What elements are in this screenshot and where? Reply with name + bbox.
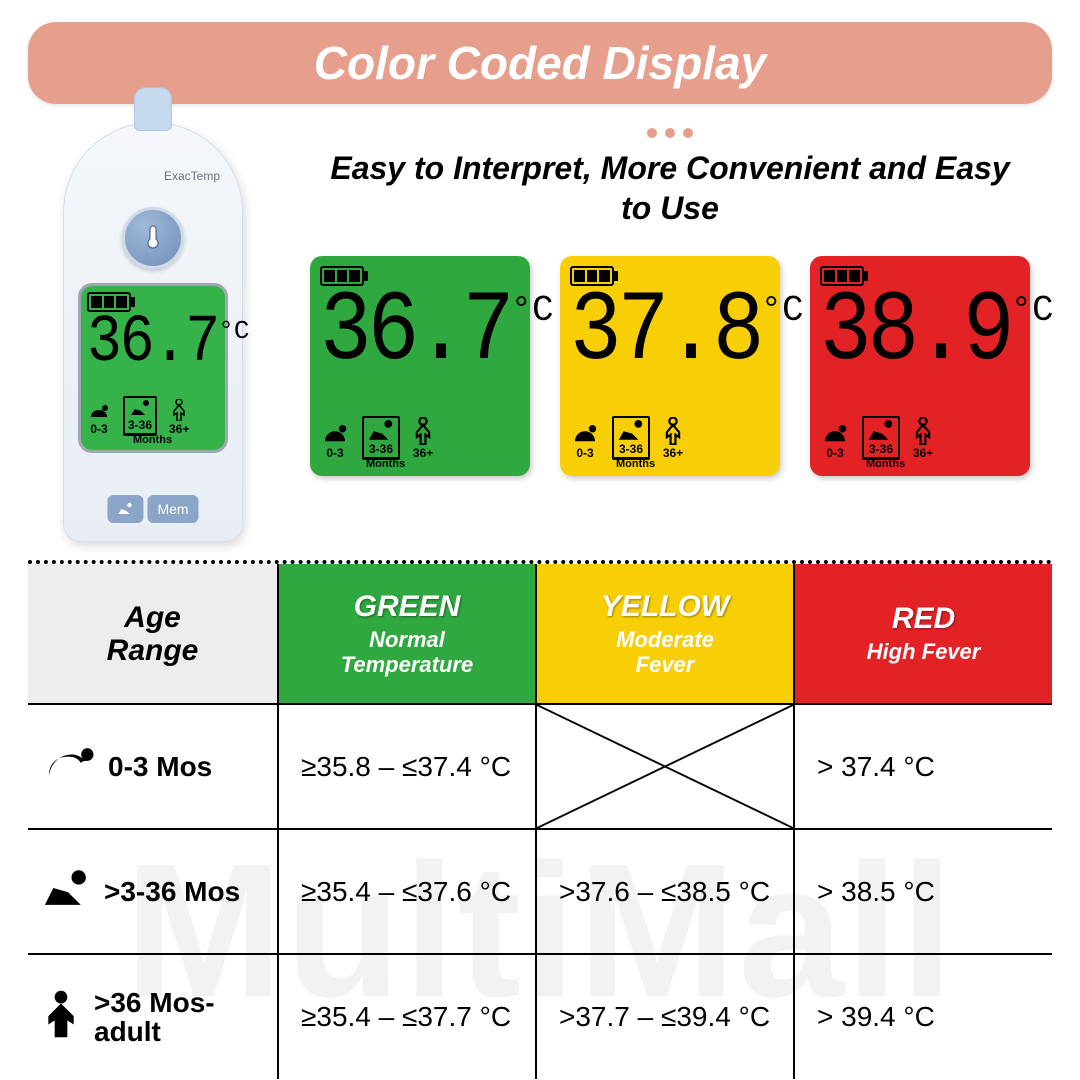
display-tile-2: 38.9°C0-33-3636+Months [810,256,1030,476]
cell-red: > 37.4 °C [795,705,1052,828]
color-tiles-row: 36.7°C0-33-3636+Months37.8°C0-33-3636+Mo… [310,256,1030,476]
cell-red: > 39.4 °C [795,955,1052,1079]
person-icon [170,399,188,421]
th-age-range: AgeRange [28,564,278,704]
tile-months-label: Months [866,458,1020,470]
not-applicable-cross [537,705,793,828]
tile-months-label: Months [366,458,520,470]
tile-age-icons: 0-33-3636+ [320,416,520,460]
display-tile-1: 37.8°C0-33-3636+Months [560,256,780,476]
cell-green: ≥35.4 – ≤37.6 °C [279,830,535,953]
temperature-table: AgeRange GREEN NormalTemperature YELLOW … [28,564,1052,1079]
cell-red: > 38.5 °C [795,830,1052,953]
cell-age: >36 Mos-adult [28,988,277,1047]
baby-icon [42,746,94,787]
tile-months-label: Months [616,458,770,470]
decorative-dots [647,128,693,138]
hero-section: ExacTemp 36.7 °C 0-3 3-36 36+ [28,122,1052,542]
mem-button: Mem [147,495,198,523]
baby-icon [87,405,111,421]
subtitle: Easy to Interpret, More Convenient and E… [330,148,1010,228]
crawl-icon [42,869,90,914]
cell-green: ≥35.8 – ≤37.4 °C [279,705,535,828]
display-tile-0: 36.7°C0-33-3636+Months [310,256,530,476]
title-pill: Color Coded Display [28,22,1052,104]
power-button-icon [122,207,184,269]
thermometer-brand: ExacTemp [164,169,220,183]
thermo-temp: 36.7 [87,314,218,374]
thermometer-screen: 36.7 °C 0-3 3-36 36+ Months [78,283,228,453]
tile-unit: °C [1010,290,1053,331]
tile-temp: 36.7 [320,288,510,377]
tile-unit: °C [510,290,553,331]
tile-age-icons: 0-33-3636+ [820,416,1020,460]
tile-age-icons: 0-33-3636+ [570,416,770,460]
tile-temp: 38.9 [820,288,1010,377]
cell-yellow: >37.7 – ≤39.4 °C [537,955,793,1079]
table-row: >3-36 Mos≥35.4 – ≤37.6 °C>37.6 – ≤38.5 °… [28,829,1052,954]
cell-green: ≥35.4 – ≤37.7 °C [279,955,535,1079]
th-yellow: YELLOW ModerateFever [536,564,794,704]
cell-age: 0-3 Mos [28,746,277,787]
crawl-icon [129,399,151,417]
person-icon [42,990,80,1045]
th-red: RED High Fever [794,564,1052,704]
cell-age: >3-36 Mos [28,869,277,914]
tile-temp: 37.8 [570,288,760,377]
thermometer-image: ExacTemp 36.7 °C 0-3 3-36 36+ [28,122,278,542]
table-row: >36 Mos-adult≥35.4 – ≤37.7 °C>37.7 – ≤39… [28,954,1052,1079]
thermo-unit: °C [218,316,249,346]
months-label: Months [133,434,219,446]
table-row: 0-3 Mos≥35.8 – ≤37.4 °C > 37.4 °C [28,704,1052,829]
cell-yellow: >37.6 – ≤38.5 °C [537,830,793,953]
th-green: GREEN NormalTemperature [278,564,536,704]
page-title: Color Coded Display [314,37,766,89]
tile-unit: °C [760,290,803,331]
age-button [107,495,143,523]
